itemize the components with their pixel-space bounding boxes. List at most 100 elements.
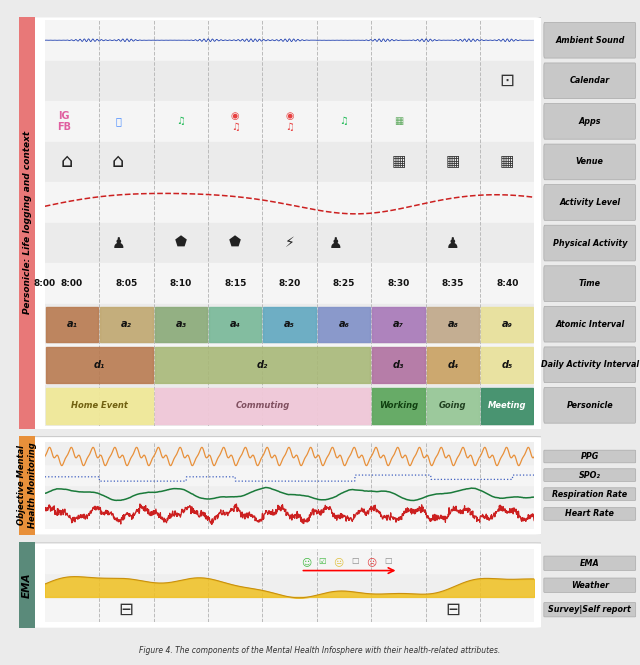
Bar [45, 485, 534, 507]
FancyBboxPatch shape [544, 185, 636, 220]
Bar [45, 223, 534, 263]
Text: Respiration Rate: Respiration Rate [552, 489, 627, 499]
Text: 8:40: 8:40 [496, 279, 518, 288]
Text: EMA: EMA [580, 559, 600, 568]
Text: ☐: ☐ [351, 557, 358, 567]
Text: ⚡: ⚡ [285, 236, 294, 250]
Bar [45, 597, 534, 622]
Text: ♫: ♫ [177, 116, 185, 126]
Bar [19, 436, 35, 535]
FancyBboxPatch shape [544, 266, 636, 301]
FancyBboxPatch shape [544, 225, 636, 261]
Text: a₃: a₃ [175, 319, 186, 329]
Bar [155, 307, 207, 342]
Text: ◉
♫: ◉ ♫ [231, 110, 239, 132]
Text: ▦: ▦ [391, 154, 406, 170]
Text: Activity Level: Activity Level [559, 198, 620, 207]
Text: Home Event: Home Event [71, 401, 127, 410]
Text: SPO₂: SPO₂ [579, 471, 601, 479]
Text: 8:20: 8:20 [278, 279, 301, 288]
Text: ♟: ♟ [446, 235, 460, 251]
Bar [45, 385, 534, 426]
Bar [427, 347, 479, 383]
Text: 8:05: 8:05 [115, 279, 138, 288]
FancyBboxPatch shape [544, 307, 636, 342]
Text: d₂: d₂ [257, 360, 268, 370]
Bar [45, 464, 534, 485]
Text: a₂: a₂ [121, 319, 132, 329]
Text: Calendar: Calendar [570, 76, 610, 85]
Bar [481, 307, 533, 342]
Bar [19, 17, 35, 429]
Text: a₄: a₄ [230, 319, 241, 329]
FancyBboxPatch shape [544, 556, 636, 571]
Text: d₁: d₁ [93, 360, 105, 370]
Bar [100, 307, 152, 342]
Text: Weather: Weather [571, 581, 609, 590]
Bar [318, 307, 370, 342]
Bar [427, 388, 479, 424]
Text: ☹: ☹ [366, 557, 376, 567]
Bar [481, 347, 533, 383]
Text: Ambient Sound: Ambient Sound [555, 36, 625, 45]
Text: ▦: ▦ [500, 154, 515, 170]
Text: ⬟: ⬟ [229, 236, 241, 250]
Text: 8:10: 8:10 [170, 279, 192, 288]
Text: 8:35: 8:35 [442, 279, 464, 288]
Text: 8:25: 8:25 [333, 279, 355, 288]
Text: ⊡: ⊡ [500, 72, 515, 90]
Bar [45, 20, 534, 61]
Text: Commuting: Commuting [236, 401, 289, 410]
Text: Daily Activity Interval: Daily Activity Interval [541, 360, 639, 369]
Text: PPG: PPG [580, 452, 599, 461]
Text: a₅: a₅ [284, 319, 295, 329]
Text: a₇: a₇ [393, 319, 404, 329]
Text: a₆: a₆ [339, 319, 349, 329]
Bar [45, 101, 534, 142]
Text: 8:00: 8:00 [61, 279, 83, 288]
FancyBboxPatch shape [24, 17, 546, 433]
Text: ☺: ☺ [301, 557, 311, 567]
Text: d₃: d₃ [393, 360, 404, 370]
Text: ▦: ▦ [445, 154, 460, 170]
Bar [155, 388, 370, 424]
Bar [46, 307, 98, 342]
Text: Apps: Apps [579, 117, 601, 126]
FancyBboxPatch shape [544, 63, 636, 98]
Text: a₈: a₈ [447, 319, 458, 329]
Text: ⌂: ⌂ [112, 152, 124, 172]
Text: Personicle: Life logging and context: Personicle: Life logging and context [22, 131, 31, 315]
Text: ♟: ♟ [111, 235, 125, 251]
Text: ♟: ♟ [329, 235, 342, 251]
FancyBboxPatch shape [24, 437, 546, 535]
Text: ♫: ♫ [340, 116, 348, 126]
Bar [45, 507, 534, 529]
Text: ☑: ☑ [319, 557, 326, 567]
Bar [45, 573, 534, 597]
Text: ⬟: ⬟ [175, 236, 187, 250]
Text: 8:15: 8:15 [224, 279, 246, 288]
Text: Venue: Venue [576, 158, 604, 166]
FancyBboxPatch shape [544, 23, 636, 58]
Text: a₉: a₉ [502, 319, 513, 329]
Bar [46, 388, 152, 424]
Bar [45, 182, 534, 223]
FancyBboxPatch shape [544, 507, 636, 520]
Bar [45, 61, 534, 101]
Text: d₅: d₅ [502, 360, 513, 370]
Text: Time: Time [579, 279, 601, 288]
FancyBboxPatch shape [544, 347, 636, 382]
Bar [19, 542, 35, 628]
Text: Personicle: Personicle [566, 401, 613, 410]
Bar [45, 442, 534, 464]
Text: IG
FB: IG FB [57, 110, 71, 132]
Text: Going: Going [439, 401, 467, 410]
FancyBboxPatch shape [544, 104, 636, 139]
Text: Physical Activity: Physical Activity [552, 239, 627, 247]
Text: Heart Rate: Heart Rate [565, 509, 614, 519]
Text: ☐: ☐ [384, 557, 391, 567]
Bar [45, 142, 534, 182]
Text: Survey|Self report: Survey|Self report [548, 605, 631, 614]
Bar [372, 347, 424, 383]
Bar [372, 307, 424, 342]
